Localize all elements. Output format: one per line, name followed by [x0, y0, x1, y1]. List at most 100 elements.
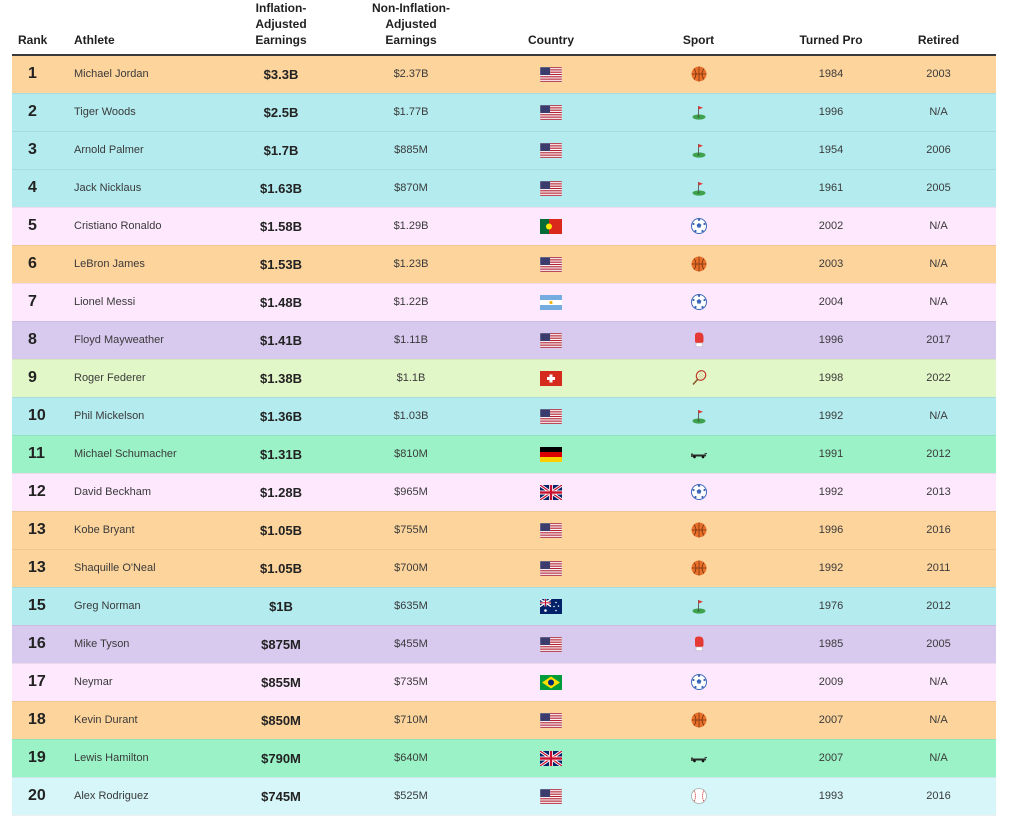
- athlete-name: Michael Schumacher: [66, 435, 226, 474]
- inflation-adjusted-earnings: $1.41B: [226, 321, 336, 360]
- header-retired: Retired: [881, 0, 996, 56]
- rank-cell: 11: [12, 435, 66, 474]
- turned-pro-year: 2004: [781, 283, 881, 322]
- rank-cell: 20: [12, 777, 66, 816]
- inflation-adjusted-earnings: $1.53B: [226, 245, 336, 284]
- header-inflation-line-1: Inflation-: [255, 1, 307, 15]
- rank-cell: 1: [12, 55, 66, 94]
- country-cell: [486, 549, 616, 588]
- soccer-icon: [690, 484, 708, 500]
- retired-year: N/A: [881, 663, 996, 702]
- sport-cell: [616, 321, 781, 360]
- inflation-adjusted-earnings: $1.28B: [226, 473, 336, 512]
- inflation-adjusted-earnings: $1.05B: [226, 511, 336, 550]
- retired-year: 2005: [881, 625, 996, 664]
- turned-pro-year: 2007: [781, 739, 881, 778]
- usa-flag: [540, 788, 562, 804]
- country-cell: [486, 739, 616, 778]
- table-row: 1 Michael Jordan $3.3B $2.37B 1984 2003: [12, 55, 996, 94]
- country-cell: [486, 511, 616, 550]
- athlete-name: Cristiano Ronaldo: [66, 207, 226, 246]
- country-cell: [486, 359, 616, 398]
- australia-flag: [540, 598, 562, 614]
- rank-cell: 5: [12, 207, 66, 246]
- athlete-name: Mike Tyson: [66, 625, 226, 664]
- usa-flag: [540, 712, 562, 728]
- turned-pro-year: 1993: [781, 777, 881, 816]
- usa-flag: [540, 142, 562, 158]
- turned-pro-year: 2002: [781, 207, 881, 246]
- sport-cell: [616, 663, 781, 702]
- boxing-icon: [690, 332, 708, 347]
- rank-cell: 2: [12, 93, 66, 132]
- uk-flag: [540, 484, 562, 500]
- usa-flag: [540, 180, 562, 196]
- usa-flag: [540, 256, 562, 272]
- athlete-name: Lionel Messi: [66, 283, 226, 322]
- athlete-name: Shaquille O'Neal: [66, 549, 226, 588]
- rank-cell: 6: [12, 245, 66, 284]
- retired-year: N/A: [881, 245, 996, 284]
- retired-year: 2016: [881, 511, 996, 550]
- country-cell: [486, 93, 616, 132]
- athlete-name: Phil Mickelson: [66, 397, 226, 436]
- athlete-name: Roger Federer: [66, 359, 226, 398]
- basketball-icon: [690, 560, 708, 576]
- athlete-name: Floyd Mayweather: [66, 321, 226, 360]
- non-inflation-adjusted-earnings: $735M: [336, 663, 486, 702]
- country-cell: [486, 169, 616, 208]
- soccer-icon: [690, 218, 708, 234]
- inflation-adjusted-earnings: $1.31B: [226, 435, 336, 474]
- tennis-icon: [690, 370, 708, 386]
- non-inflation-adjusted-earnings: $965M: [336, 473, 486, 512]
- athlete-name: LeBron James: [66, 245, 226, 284]
- basketball-icon: [690, 66, 708, 82]
- retired-year: 2013: [881, 473, 996, 512]
- country-cell: [486, 207, 616, 246]
- country-cell: [486, 663, 616, 702]
- non-inflation-adjusted-earnings: $1.22B: [336, 283, 486, 322]
- sport-cell: [616, 511, 781, 550]
- retired-year: 2012: [881, 435, 996, 474]
- inflation-adjusted-earnings: $3.3B: [226, 55, 336, 94]
- athlete-earnings-table: Rank Athlete Inflation- Adjusted Earning…: [12, 0, 996, 816]
- sport-cell: [616, 625, 781, 664]
- country-cell: [486, 625, 616, 664]
- turned-pro-year: 2003: [781, 245, 881, 284]
- basketball-icon: [690, 256, 708, 272]
- header-athlete: Athlete: [66, 0, 226, 56]
- retired-year: 2011: [881, 549, 996, 588]
- non-inflation-adjusted-earnings: $810M: [336, 435, 486, 474]
- non-inflation-adjusted-earnings: $1.03B: [336, 397, 486, 436]
- inflation-adjusted-earnings: $1.63B: [226, 169, 336, 208]
- header-noninflation-line-2: Adjusted: [385, 17, 437, 31]
- motorsport-icon: [690, 752, 708, 764]
- rank-cell: 18: [12, 701, 66, 740]
- non-inflation-adjusted-earnings: $635M: [336, 587, 486, 626]
- table-row: 5 Cristiano Ronaldo $1.58B $1.29B 2002 N/A: [12, 207, 996, 246]
- retired-year: 2022: [881, 359, 996, 398]
- country-cell: [486, 55, 616, 94]
- rank-cell: 3: [12, 131, 66, 170]
- non-inflation-adjusted-earnings: $755M: [336, 511, 486, 550]
- table-row: 12 David Beckham $1.28B $965M 1992 2013: [12, 473, 996, 512]
- motorsport-icon: [690, 448, 708, 460]
- non-inflation-adjusted-earnings: $640M: [336, 739, 486, 778]
- table-row: 3 Arnold Palmer $1.7B $885M 1954 2006: [12, 131, 996, 170]
- inflation-adjusted-earnings: $1.05B: [226, 549, 336, 588]
- country-cell: [486, 701, 616, 740]
- table-row: 6 LeBron James $1.53B $1.23B 2003 N/A: [12, 245, 996, 284]
- header-inflation-adjusted: Inflation- Adjusted Earnings: [226, 0, 336, 56]
- turned-pro-year: 1992: [781, 473, 881, 512]
- non-inflation-adjusted-earnings: $710M: [336, 701, 486, 740]
- inflation-adjusted-earnings: $850M: [226, 701, 336, 740]
- country-cell: [486, 245, 616, 284]
- sport-cell: [616, 587, 781, 626]
- golf-icon: [690, 182, 708, 196]
- rank-cell: 17: [12, 663, 66, 702]
- country-cell: [486, 587, 616, 626]
- table-row: 4 Jack Nicklaus $1.63B $870M 1961 2005: [12, 169, 996, 208]
- header-country: Country: [486, 0, 616, 56]
- turned-pro-year: 1996: [781, 511, 881, 550]
- athlete-name: Tiger Woods: [66, 93, 226, 132]
